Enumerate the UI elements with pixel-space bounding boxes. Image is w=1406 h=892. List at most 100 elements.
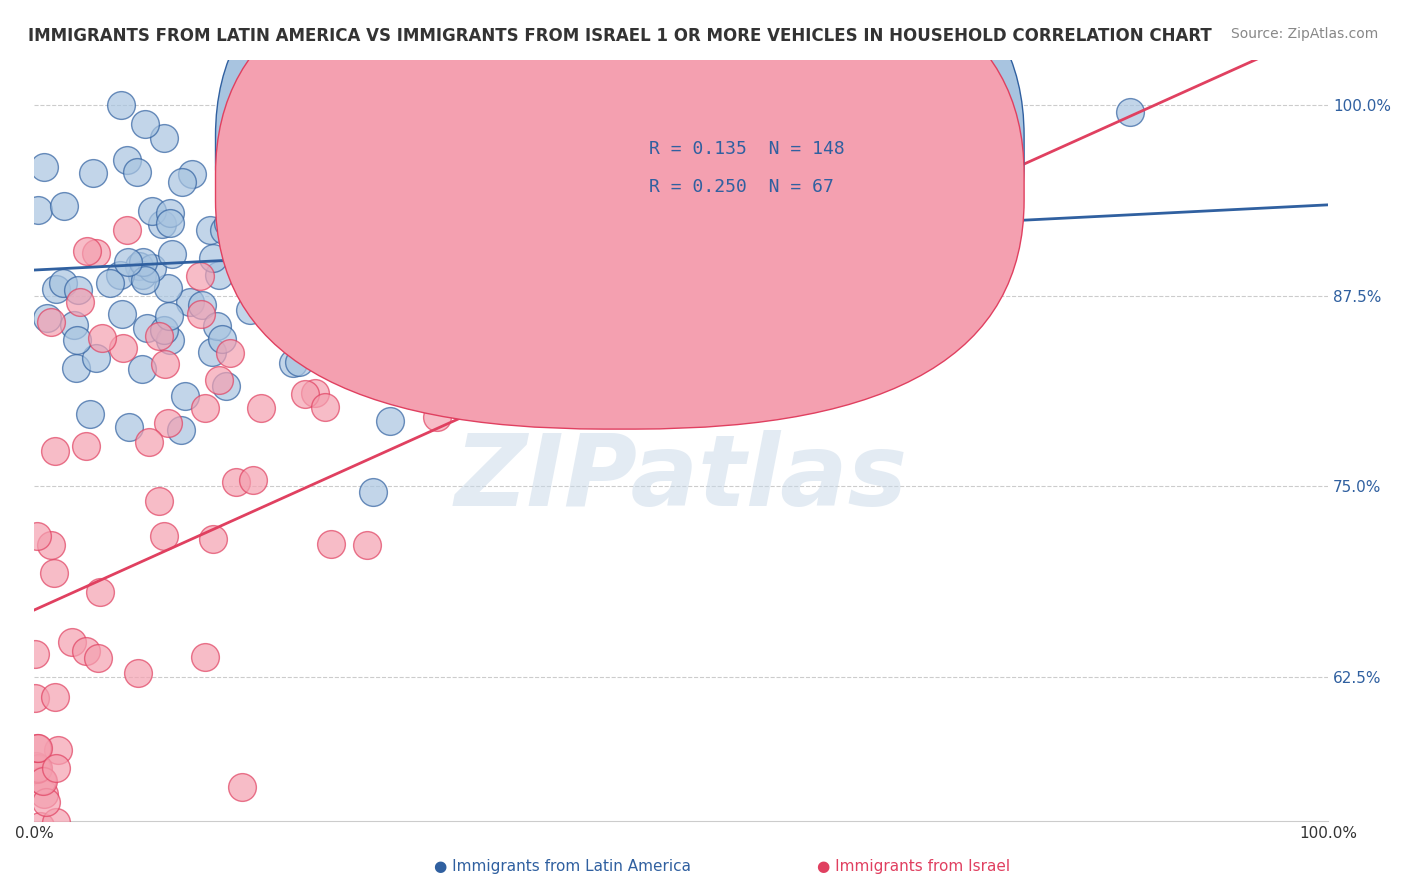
Point (474, 152, 496, 166)
Point (153, 528, 176, 542)
Point (25, 762, 48, 776)
Point (557, 169, 579, 184)
Point (392, 233, 415, 247)
Point (202, 532, 225, 546)
Point (214, 378, 236, 392)
Point (270, 196, 292, 211)
Point (443, 261, 465, 276)
Point (641, 336, 664, 351)
Point (150, 217, 173, 231)
Point (388, 302, 411, 317)
Point (524, 223, 547, 237)
Point (52, 276, 75, 290)
Point (156, 417, 179, 431)
Point (98, 276, 121, 290)
Point (314, 401, 336, 415)
Point (217, 216, 239, 230)
Point (179, 295, 201, 310)
Point (194, 649, 217, 664)
Point (31, 772, 53, 787)
Point (250, 401, 273, 415)
Point (360, 148, 382, 162)
Point (361, 485, 384, 500)
Point (419, 330, 441, 344)
Point (225, 475, 247, 490)
Point (212, 223, 235, 237)
Text: IMMIGRANTS FROM LATIN AMERICA VS IMMIGRANTS FROM ISRAEL 1 OR MORE VEHICLES IN HO: IMMIGRANTS FROM LATIN AMERICA VS IMMIGRA… (28, 27, 1212, 45)
Point (273, 239, 295, 253)
Point (32, 160, 55, 174)
Point (159, 333, 181, 347)
Point (316, 209, 339, 223)
Point (600, 282, 623, 296)
Text: R = 0.250  N = 67: R = 0.250 N = 67 (650, 178, 834, 196)
Point (87, 651, 110, 665)
Point (131, 362, 153, 376)
Point (633, 194, 655, 209)
Point (529, 190, 551, 204)
Text: ZIPatlas: ZIPatlas (454, 430, 908, 527)
Point (46, 743, 69, 757)
Point (465, 249, 488, 263)
Point (454, 157, 477, 171)
Point (155, 357, 177, 371)
Point (190, 298, 212, 312)
Point (198, 222, 221, 236)
Point (51, 830, 73, 844)
Point (127, 165, 149, 179)
FancyBboxPatch shape (578, 117, 889, 219)
Point (426, 409, 449, 424)
Point (159, 216, 181, 230)
Point (201, 345, 224, 359)
Point (75, 644, 97, 658)
Point (208, 373, 231, 387)
FancyBboxPatch shape (215, 0, 1024, 391)
Point (598, 240, 620, 254)
Point (314, 240, 336, 254)
Point (153, 323, 176, 337)
Point (522, 98, 544, 112)
Point (148, 493, 170, 508)
Point (408, 163, 430, 178)
Point (245, 282, 267, 296)
Point (721, 98, 744, 112)
Point (630, 260, 652, 274)
Point (434, 98, 457, 112)
Point (273, 242, 295, 256)
Point (35, 795, 58, 809)
Point (159, 206, 181, 220)
Point (134, 273, 156, 287)
Point (288, 355, 311, 369)
Point (350, 205, 373, 219)
Point (136, 321, 159, 335)
Point (28, 819, 51, 833)
Point (329, 240, 352, 254)
Point (45, 282, 67, 296)
Point (63, 318, 86, 332)
Point (406, 197, 429, 211)
Point (395, 328, 418, 343)
Point (292, 240, 315, 254)
Point (848, 202, 870, 216)
Point (117, 254, 139, 268)
Point (690, 222, 713, 236)
Point (233, 152, 256, 166)
Point (420, 244, 443, 258)
Point (45, 814, 67, 829)
Point (201, 251, 224, 265)
Point (219, 346, 242, 360)
Point (534, 252, 557, 266)
Point (27, 761, 49, 775)
Point (302, 232, 325, 246)
Point (75, 439, 97, 453)
Point (233, 220, 256, 235)
Point (454, 201, 477, 215)
Point (62, 634, 84, 648)
Point (138, 435, 160, 450)
Point (89, 584, 111, 599)
Point (568, 243, 591, 257)
Point (190, 307, 212, 321)
Point (108, 268, 131, 282)
Point (371, 220, 394, 235)
Point (304, 385, 326, 400)
